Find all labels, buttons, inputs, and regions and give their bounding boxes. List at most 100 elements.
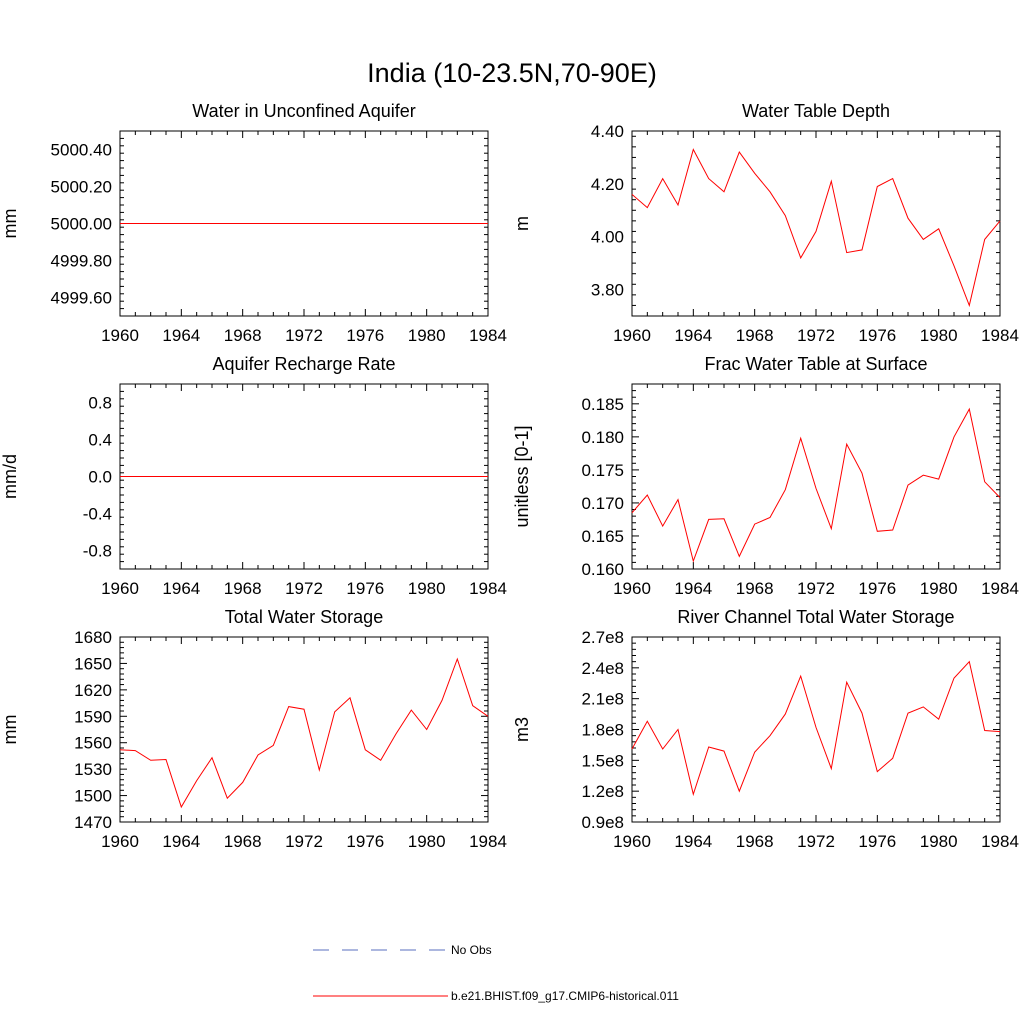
panel-4-xtick-label: 1964 — [162, 832, 200, 851]
panel-0: Water in Unconfined Aquifer 1960 1964 1968 1… — [0, 101, 507, 345]
panel-1-xtick-label: 1968 — [736, 326, 774, 345]
panel-4-ytick-label: 1680 — [74, 628, 112, 647]
figure-title: India (10-23.5N,70-90E) — [367, 58, 657, 88]
panel-5-ytick-label: 2.7e8 — [581, 628, 624, 647]
panel-0-ytick-label: 4999.80 — [51, 252, 112, 271]
panel-3-xtick-label: 1984 — [981, 579, 1019, 598]
panel-2-ytick-label: 0.0 — [88, 468, 112, 487]
panel-3-frame — [631, 383, 1001, 570]
panel-0-title: Water in Unconfined Aquifer — [192, 101, 415, 121]
panel-3-ylabel: unitless [0-1] — [512, 425, 532, 527]
legend-label-no-obs: No Obs — [451, 943, 492, 957]
panel-3-xtick-label: 1968 — [736, 579, 774, 598]
panels: Water in Unconfined Aquifer 1960 1964 1968 1… — [0, 101, 1019, 851]
panel-2-xtick-label: 1972 — [285, 579, 323, 598]
panel-5-ytick-label: 1.5e8 — [581, 751, 624, 770]
panel-0-xtick-label: 1968 — [224, 326, 262, 345]
panel-1-xtick-label: 1972 — [797, 326, 835, 345]
panel-3-xtick-label: 1980 — [920, 579, 958, 598]
panel-5-series-line-0 — [631, 660, 1001, 797]
panel-4-xtick-label: 1984 — [469, 832, 507, 851]
panel-0-xtick-label: 1960 — [101, 326, 139, 345]
panel-5-xtick-label: 1968 — [736, 832, 774, 851]
panel-0-ylabel: mm — [0, 209, 20, 239]
panel-2-xtick-label: 1980 — [408, 579, 446, 598]
panel-5-xtick-label: 1960 — [613, 832, 651, 851]
panel-4-xtick-label: 1980 — [408, 832, 446, 851]
panel-4-xtick-label: 1972 — [285, 832, 323, 851]
panel-2-xtick-label: 1984 — [469, 579, 507, 598]
panel-2-xtick-label: 1960 — [101, 579, 139, 598]
panel-0-ytick-label: 5000.00 — [51, 215, 112, 234]
panel-1-xtick-label: 1964 — [674, 326, 712, 345]
panel-5: River Channel Total Water Storage 1960 196… — [512, 607, 1019, 851]
panel-4-xtick-label: 1976 — [346, 832, 384, 851]
panel-1-xtick-label: 1980 — [920, 326, 958, 345]
panel-4-title: Total Water Storage — [225, 607, 383, 627]
panel-2-ytick-label: -0.8 — [83, 542, 112, 561]
panel-3-ytick-label: 0.170 — [581, 494, 624, 513]
panel-4-ytick-label: 1530 — [74, 760, 112, 779]
panel-4-ylabel: mm — [0, 715, 20, 745]
panel-5-ytick-label: 1.2e8 — [581, 782, 624, 801]
panel-2-xtick-label: 1968 — [224, 579, 262, 598]
panel-2-xtick-label: 1976 — [346, 579, 384, 598]
panel-3-ytick-label: 0.165 — [581, 527, 624, 546]
panel-0-xtick-label: 1964 — [162, 326, 200, 345]
panel-5-ytick-label: 2.4e8 — [581, 659, 624, 678]
panel-3-ytick-label: 0.175 — [581, 461, 624, 480]
panel-4-ytick-label: 1590 — [74, 707, 112, 726]
panel-1-series-line-0 — [631, 148, 1001, 308]
panel-5-xtick-label: 1976 — [858, 832, 896, 851]
panel-0-xtick-label: 1984 — [469, 326, 507, 345]
panel-4-ytick-label: 1470 — [74, 813, 112, 832]
panel-0-xtick-label: 1980 — [408, 326, 446, 345]
panel-4-xtick-label: 1968 — [224, 832, 262, 851]
panel-4-ytick-label: 1620 — [74, 681, 112, 700]
panel-5-ytick-label: 0.9e8 — [581, 813, 624, 832]
panel-0-xtick-label: 1976 — [346, 326, 384, 345]
panel-5-frame — [631, 636, 1001, 823]
panel-1-ytick-label: 4.20 — [591, 175, 624, 194]
panel-4: Total Water Storage 1960 1964 1968 1972 1976 1… — [0, 607, 507, 851]
panel-3-xtick-label: 1964 — [674, 579, 712, 598]
panel-1-title: Water Table Depth — [742, 101, 890, 121]
panel-2-ylabel: mm/d — [0, 454, 20, 499]
panel-4-frame — [119, 636, 489, 823]
panel-1-ytick-label: 4.00 — [591, 228, 624, 247]
panel-3-xtick-label: 1960 — [613, 579, 651, 598]
panel-2-ytick-label: 0.8 — [88, 394, 112, 413]
panel-3-xtick-label: 1976 — [858, 579, 896, 598]
panel-1-frame — [631, 130, 1001, 317]
legend: No Obs b.e21.BHIST.f09_g17.CMIP6-histori… — [313, 943, 679, 1003]
panel-2-ytick-label: 0.4 — [88, 431, 112, 450]
panel-2: Aquifer Recharge Rate 1960 1964 1968 1972 197… — [0, 354, 507, 598]
panel-4-series-line-0 — [119, 657, 489, 809]
panel-5-ytick-label: 1.8e8 — [581, 721, 624, 740]
panel-5-xtick-label: 1980 — [920, 832, 958, 851]
panel-3: Frac Water Table at Surface 1960 1964 1968 1… — [512, 354, 1019, 598]
panel-5-ylabel: m3 — [512, 717, 532, 742]
panel-1-xtick-label: 1984 — [981, 326, 1019, 345]
panel-5-xtick-label: 1972 — [797, 832, 835, 851]
panel-3-series-line-0 — [631, 407, 1001, 563]
panel-2-ytick-label: -0.4 — [83, 505, 112, 524]
panel-5-xtick-label: 1984 — [981, 832, 1019, 851]
panel-3-title: Frac Water Table at Surface — [704, 354, 927, 374]
panel-4-ytick-label: 1650 — [74, 654, 112, 673]
panel-0-ytick-label: 4999.60 — [51, 289, 112, 308]
panel-1: Water Table Depth 1960 1964 1968 1972 1976 198… — [512, 101, 1019, 345]
panel-1-ytick-label: 4.40 — [591, 122, 624, 141]
panel-1-ytick-label: 3.80 — [591, 281, 624, 300]
panel-3-ytick-label: 0.180 — [581, 428, 624, 447]
panel-3-ytick-label: 0.160 — [581, 560, 624, 579]
panel-4-xtick-label: 1960 — [101, 832, 139, 851]
panel-2-title: Aquifer Recharge Rate — [212, 354, 395, 374]
panel-5-title: River Channel Total Water Storage — [677, 607, 954, 627]
panel-3-ytick-label: 0.185 — [581, 395, 624, 414]
panel-0-xtick-label: 1972 — [285, 326, 323, 345]
panel-4-ytick-label: 1560 — [74, 734, 112, 753]
panel-5-xtick-label: 1964 — [674, 832, 712, 851]
panel-5-ytick-label: 2.1e8 — [581, 690, 624, 709]
